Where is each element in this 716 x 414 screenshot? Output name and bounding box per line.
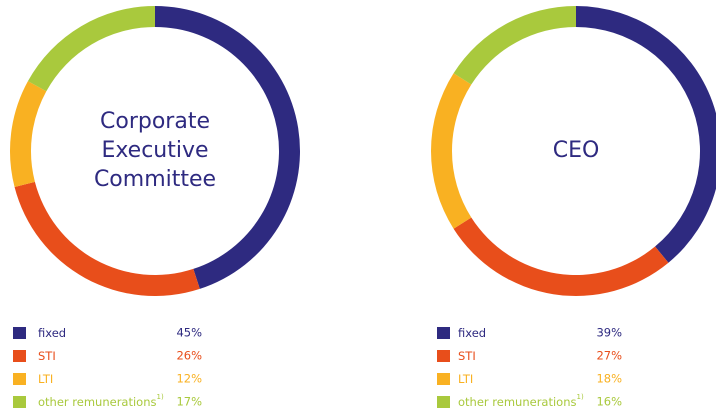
legend-value: 39% [596,326,622,340]
donut-center-label: Committee [94,167,216,192]
donut-segment [27,6,155,92]
legend-value: 12% [176,372,202,386]
legend-value: 26% [176,349,202,363]
donut-center-label: Corporate [100,109,210,134]
legend-footnote: 1) [577,393,584,401]
donut-segment [155,6,300,289]
donut-segment [453,217,669,296]
donut-segment [576,6,716,263]
legend-label-text: LTI [458,372,473,386]
donut-segment [453,6,576,85]
legend-value: 45% [176,326,202,340]
legend-label-text: LTI [38,372,53,386]
legend-swatch [13,396,26,408]
legend-swatch [437,327,450,339]
donut-center-label: Executive [101,138,208,163]
legend-label-text: STI [38,349,56,363]
legend-value: 16% [596,395,622,409]
donut-center-label: CEO [553,138,600,163]
legend-label: other remunerations1) [458,393,584,409]
legend-label-text: other remunerations [38,395,157,409]
legend-swatch [437,396,450,408]
donut-segment [14,181,200,296]
legend-swatch [437,373,450,385]
legend-value: 17% [176,395,202,409]
legend-label: LTI [38,372,53,386]
legend-swatch [13,350,26,362]
legend-label: STI [458,349,476,363]
donut-segment [10,81,47,188]
legend-label: fixed [38,326,66,340]
legend-footnote: 1) [157,393,164,401]
legend-label: LTI [458,372,473,386]
legend-value: 18% [596,372,622,386]
legend-label-text: other remunerations [458,395,577,409]
legend-swatch [437,350,450,362]
legend-label-text: STI [458,349,476,363]
legend-label-text: fixed [38,326,66,340]
legend-label: STI [38,349,56,363]
donut-segment [430,73,472,229]
legend-label-text: fixed [458,326,486,340]
legend-value: 27% [596,349,622,363]
legend-label: fixed [458,326,486,340]
legend-swatch [13,373,26,385]
legend-label: other remunerations1) [38,393,164,409]
legend-swatch [13,327,26,339]
